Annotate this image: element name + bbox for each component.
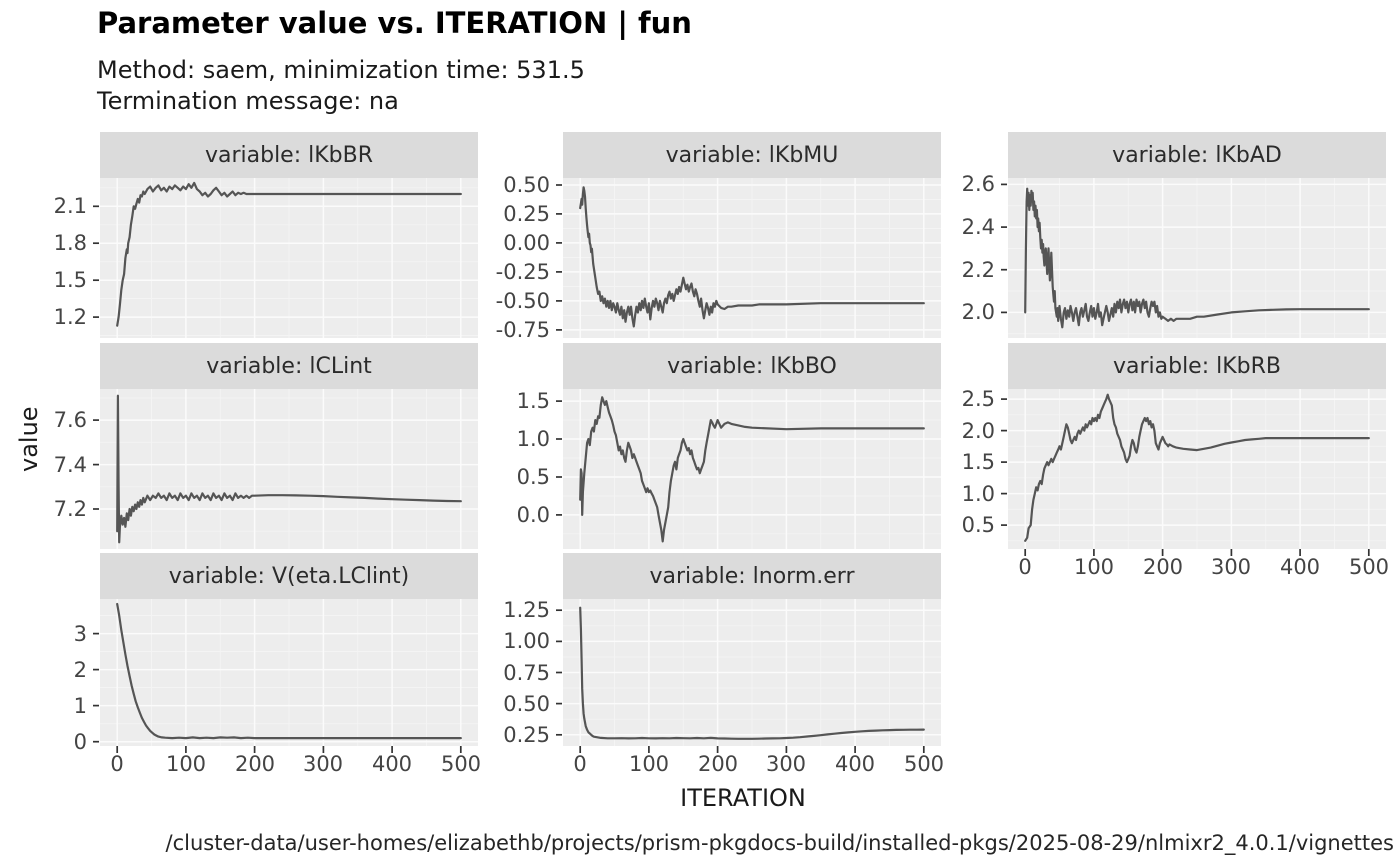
trace-line bbox=[1024, 187, 1370, 329]
x-tick-label: 200 bbox=[234, 752, 276, 776]
y-tick-label: 2.0 bbox=[961, 300, 995, 324]
facet-strip: variable: V(eta.LClint) bbox=[100, 553, 478, 599]
y-tick-label: 2 bbox=[73, 658, 87, 682]
facet-panel bbox=[93, 389, 478, 549]
y-tick-label: 1.5 bbox=[961, 450, 995, 474]
x-tick-label: 500 bbox=[440, 752, 482, 776]
trace-line bbox=[116, 394, 462, 544]
trace-line bbox=[579, 186, 925, 328]
y-tick-label: 0.25 bbox=[503, 723, 550, 747]
trace-line bbox=[579, 606, 925, 740]
y-tick-label: 1.8 bbox=[53, 231, 87, 255]
x-axis-title: ITERATION bbox=[680, 784, 806, 812]
facet-panel bbox=[1001, 389, 1386, 556]
y-tick-label: 7.4 bbox=[53, 453, 87, 477]
y-tick-label: -0.50 bbox=[495, 289, 550, 313]
x-tick-label: 200 bbox=[1142, 555, 1184, 579]
y-tick-label: 0.50 bbox=[503, 692, 550, 716]
facet-lnorm.err: variable: lnorm.err 0.25 0.50 0.75 1.00 1.25 0… bbox=[473, 553, 944, 780]
y-tick-label: -0.75 bbox=[495, 318, 550, 342]
y-tick-label: 1.5 bbox=[516, 389, 550, 413]
y-tick-label: 1.25 bbox=[503, 598, 550, 622]
x-tick-label: 500 bbox=[1348, 555, 1390, 579]
trace-line bbox=[116, 602, 462, 740]
y-tick-label: 0.00 bbox=[503, 231, 550, 255]
facet-panel bbox=[93, 599, 478, 753]
y-tick-label: 2.5 bbox=[961, 387, 995, 411]
facet-lKbAD: variable: lKbAD 2.0 2.2 2.4 2.6 bbox=[918, 132, 1386, 372]
plot-title: Parameter value vs. ITERATION | fun bbox=[97, 6, 692, 40]
facet-panel bbox=[556, 178, 941, 338]
trace-line bbox=[579, 396, 925, 543]
facet-V(eta.LClint): variable: V(eta.LClint) 0 1 2 3 0 100 200 300 400… bbox=[10, 553, 481, 780]
trace-line bbox=[1024, 393, 1370, 542]
facet-strip: variable: lKbRB bbox=[1008, 343, 1386, 389]
y-tick-label: -0.25 bbox=[495, 260, 550, 284]
x-tick-label: 300 bbox=[1210, 555, 1252, 579]
y-tick-label: 1.00 bbox=[503, 629, 550, 653]
x-tick-label: 0 bbox=[1018, 555, 1032, 579]
trace-line bbox=[116, 181, 462, 327]
y-tick-label: 7.2 bbox=[53, 497, 87, 521]
y-tick-label: 2.1 bbox=[53, 194, 87, 218]
x-tick-label: 400 bbox=[1279, 555, 1321, 579]
facet-lKbBO: variable: lKbBO 0.0 0.5 1.0 1.5 bbox=[473, 343, 941, 583]
facet-panel bbox=[556, 599, 941, 753]
y-tick-label: 7.6 bbox=[53, 408, 87, 432]
y-tick-label: 0 bbox=[73, 730, 87, 754]
y-tick-label: 1.0 bbox=[961, 482, 995, 506]
facet-strip-label: variable: lKbMU bbox=[665, 142, 839, 168]
y-tick-label: 2.4 bbox=[961, 215, 995, 239]
x-tick-label: 0 bbox=[573, 752, 587, 776]
y-tick-label: 2.2 bbox=[961, 258, 995, 282]
plot-subtitle-line2: Termination message: na bbox=[97, 87, 399, 115]
facet-panel bbox=[93, 178, 478, 338]
facet-strip-label: variable: lKbBO bbox=[667, 353, 837, 379]
facet-strip: variable: lKbBO bbox=[563, 343, 941, 389]
y-tick-label: 0.5 bbox=[516, 465, 550, 489]
x-tick-label: 0 bbox=[110, 752, 124, 776]
y-tick-label: 3 bbox=[73, 622, 87, 646]
y-tick-label: 2.0 bbox=[961, 419, 995, 443]
y-tick-label: 0.50 bbox=[503, 173, 550, 197]
x-tick-label: 200 bbox=[697, 752, 739, 776]
facet-lKbRB: variable: lKbRB 0.5 1.0 1.5 2.0 2.5 0 100 200 300… bbox=[918, 343, 1389, 583]
facet-strip: variable: lCLint bbox=[100, 343, 478, 389]
facet-strip-label: variable: V(eta.LClint) bbox=[168, 563, 410, 589]
x-tick-label: 300 bbox=[302, 752, 344, 776]
y-tick-label: 1.5 bbox=[53, 268, 87, 292]
plot-subtitle-line1: Method: saem, minimization time: 531.5 bbox=[97, 56, 585, 84]
facet-strip-label: variable: lCLint bbox=[206, 353, 372, 379]
y-tick-label: 0.25 bbox=[503, 202, 550, 226]
x-tick-label: 300 bbox=[765, 752, 807, 776]
facet-lKbMU: variable: lKbMU -0.75 -0.50 -0.25 0.00 0.25 0.… bbox=[473, 132, 941, 372]
x-tick-label: 100 bbox=[628, 752, 670, 776]
y-tick-label: 0.0 bbox=[516, 503, 550, 527]
x-tick-label: 400 bbox=[834, 752, 876, 776]
facet-lKbBR: variable: lKbBR 1.2 1.5 1.8 2.1 bbox=[10, 132, 478, 372]
x-tick-label: 100 bbox=[1073, 555, 1115, 579]
y-tick-label: 0.75 bbox=[503, 661, 550, 685]
facet-strip: variable: lKbAD bbox=[1008, 132, 1386, 178]
facet-strip-label: variable: lKbRB bbox=[1112, 353, 1282, 379]
facet-strip-label: variable: lnorm.err bbox=[649, 563, 855, 589]
y-tick-label: 1.2 bbox=[53, 305, 87, 329]
facet-panel bbox=[1001, 178, 1386, 338]
y-tick-label: 1 bbox=[73, 694, 87, 718]
y-tick-label: 0.5 bbox=[961, 513, 995, 537]
facet-strip: variable: lKbMU bbox=[563, 132, 941, 178]
x-tick-label: 400 bbox=[371, 752, 413, 776]
facet-lCLint: variable: lCLint 7.2 7.4 7.6 bbox=[10, 343, 478, 583]
caption: /cluster-data/user-homes/elizabethb/proj… bbox=[165, 831, 1394, 855]
y-tick-label: 1.0 bbox=[516, 427, 550, 451]
x-tick-label: 100 bbox=[165, 752, 207, 776]
facet-strip-label: variable: lKbAD bbox=[1112, 142, 1282, 168]
facet-strip-label: variable: lKbBR bbox=[204, 142, 374, 168]
facet-panel bbox=[556, 389, 941, 549]
facet-strip: variable: lKbBR bbox=[100, 132, 478, 178]
x-tick-label: 500 bbox=[903, 752, 945, 776]
y-tick-label: 2.6 bbox=[961, 172, 995, 196]
facet-strip: variable: lnorm.err bbox=[563, 553, 941, 599]
